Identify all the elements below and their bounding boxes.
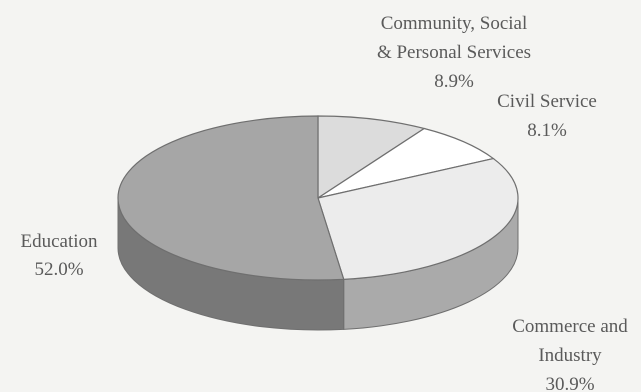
- label-commerce-pct: 30.9%: [545, 374, 594, 392]
- label-community-pct: 8.9%: [434, 71, 474, 92]
- label-community-line1: Community, Social: [381, 13, 528, 34]
- label-civil-line1: Civil Service: [497, 91, 597, 112]
- label-commerce-line1: Commerce and: [512, 316, 628, 337]
- label-education-line1: Education: [20, 231, 98, 252]
- label-education-pct: 52.0%: [34, 259, 83, 280]
- pie-slice-education: [117, 115, 345, 281]
- pie-slice-civil: [317, 127, 495, 199]
- label-civil-pct: 8.1%: [527, 120, 567, 141]
- label-community-line2: & Personal Services: [377, 42, 531, 63]
- pie-slices: [117, 115, 519, 281]
- label-commerce-line2: Industry: [538, 345, 602, 366]
- pie-slice-community: [317, 115, 426, 200]
- pie-slice-commerce: [317, 157, 519, 280]
